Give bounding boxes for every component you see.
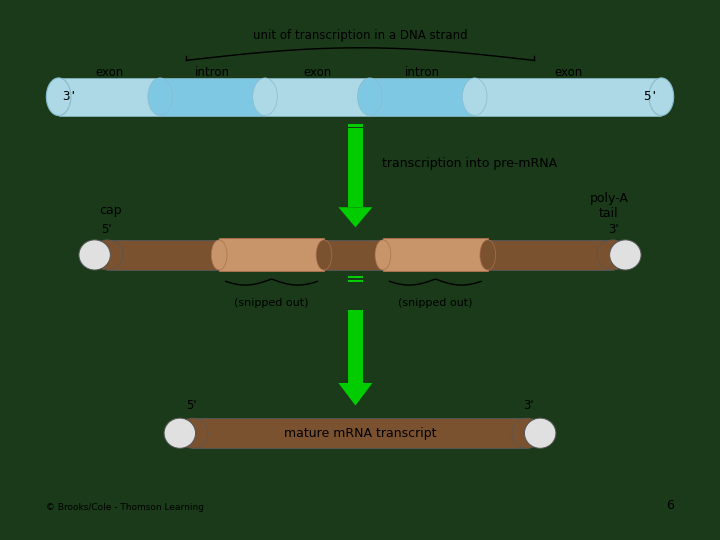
Bar (219, 238, 324, 271)
Ellipse shape (164, 418, 196, 448)
Bar (348, 124, 363, 126)
Text: intron: intron (405, 66, 440, 79)
Ellipse shape (597, 240, 629, 270)
Bar (383, 238, 487, 271)
Ellipse shape (79, 240, 110, 270)
Text: (snipped out): (snipped out) (398, 298, 472, 308)
Ellipse shape (46, 78, 71, 116)
Text: (snipped out): (snipped out) (234, 298, 309, 308)
Text: mature mRNA transcript: mature mRNA transcript (284, 427, 436, 440)
Bar (348, 129, 363, 207)
Bar (348, 310, 363, 383)
Ellipse shape (91, 240, 123, 270)
Ellipse shape (211, 240, 227, 270)
Text: 5': 5' (102, 223, 112, 236)
Polygon shape (338, 207, 372, 227)
Ellipse shape (375, 240, 391, 270)
Ellipse shape (176, 418, 208, 448)
Bar (265, 78, 370, 116)
Text: transcription into pre-mRNA: transcription into pre-mRNA (382, 158, 557, 171)
Text: © Brooks/Cole - Thomson Learning: © Brooks/Cole - Thomson Learning (45, 503, 204, 512)
Ellipse shape (316, 240, 332, 270)
Text: cap: cap (99, 204, 122, 217)
Ellipse shape (480, 240, 495, 270)
Text: poly-A
tail: poly-A tail (590, 192, 629, 220)
Bar (160, 78, 265, 116)
Text: 6: 6 (667, 499, 675, 512)
Ellipse shape (148, 78, 173, 116)
Text: 3': 3' (523, 399, 534, 412)
Ellipse shape (649, 78, 674, 116)
Ellipse shape (610, 240, 641, 270)
Text: unit of transcription in a DNA strand: unit of transcription in a DNA strand (253, 29, 467, 42)
Ellipse shape (358, 78, 382, 116)
Ellipse shape (253, 78, 277, 116)
Text: intron: intron (195, 66, 230, 79)
Bar (348, 280, 363, 282)
Ellipse shape (462, 78, 487, 116)
Text: 3': 3' (62, 90, 77, 103)
Text: exon: exon (95, 66, 124, 79)
Text: 3': 3' (608, 223, 618, 236)
Bar (370, 78, 474, 116)
Ellipse shape (512, 418, 544, 448)
Bar (348, 275, 363, 278)
Bar (107, 240, 613, 270)
Bar (192, 418, 528, 448)
Text: exon: exon (303, 66, 331, 79)
Text: 5': 5' (643, 90, 658, 103)
Ellipse shape (524, 418, 556, 448)
Bar (58, 78, 160, 116)
Bar (348, 125, 363, 127)
Text: exon: exon (554, 66, 582, 79)
Bar (474, 78, 662, 116)
Text: 5': 5' (186, 399, 197, 412)
Polygon shape (338, 383, 372, 406)
